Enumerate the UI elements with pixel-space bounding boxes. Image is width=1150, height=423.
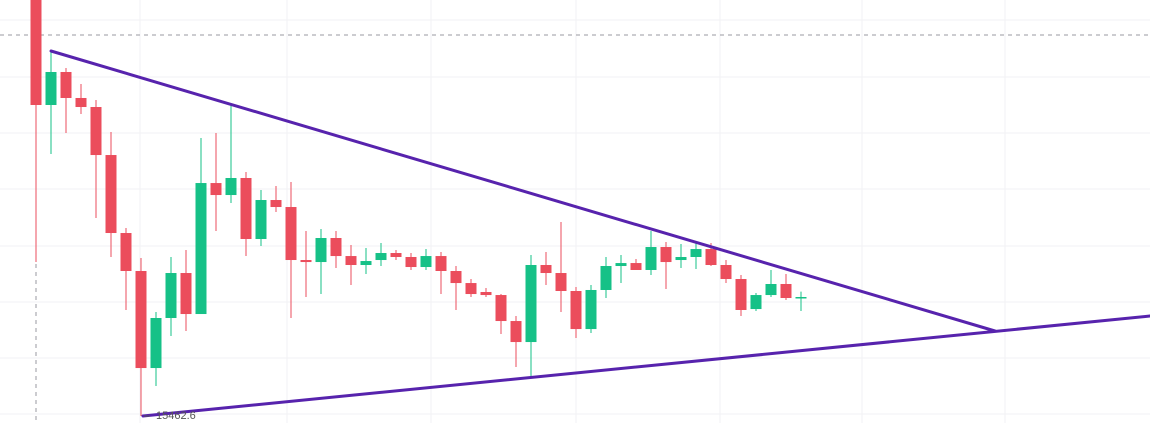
- candle-body: [150, 318, 162, 369]
- candle-body: [585, 289, 597, 330]
- candle-body: [570, 291, 582, 330]
- candle-body: [765, 283, 777, 296]
- trendline-lower: [141, 314, 1150, 418]
- candle-body: [285, 207, 297, 261]
- candle-body: [210, 183, 222, 196]
- candle-body: [345, 256, 357, 266]
- candles: [30, 0, 807, 416]
- candle-body: [90, 107, 102, 156]
- candle-body: [480, 292, 492, 296]
- candle-body: [750, 295, 762, 310]
- candle-body: [240, 177, 252, 240]
- candle-body: [720, 265, 732, 280]
- candle-body: [30, 0, 42, 105]
- candle-body: [690, 249, 702, 257]
- candle-body: [60, 71, 72, 98]
- candle-body: [135, 271, 147, 369]
- candle-body: [45, 71, 57, 105]
- candle-body: [735, 279, 747, 310]
- candle-body: [270, 200, 282, 208]
- candle-body: [540, 265, 552, 274]
- candle-body: [255, 200, 267, 240]
- candle-body: [600, 266, 612, 290]
- candle-body: [495, 295, 507, 322]
- candle-body: [330, 238, 342, 257]
- candle-body: [165, 273, 177, 319]
- candle-body: [180, 273, 192, 315]
- candle-body: [390, 253, 402, 257]
- candle-body: [795, 296, 807, 299]
- candle-body: [405, 256, 417, 268]
- candle-body: [375, 253, 387, 261]
- candle-body: [195, 183, 207, 315]
- candle-body: [75, 97, 87, 108]
- candle-body: [645, 247, 657, 270]
- trendline-upper: [49, 49, 997, 333]
- candle-body: [360, 261, 372, 266]
- candle-body: [660, 247, 672, 263]
- candle-body: [555, 273, 567, 292]
- candle-body: [315, 238, 327, 263]
- candle-body: [450, 271, 462, 284]
- candle-body: [525, 265, 537, 343]
- candle-body: [510, 321, 522, 343]
- candle-body: [615, 263, 627, 267]
- candle-body: [120, 233, 132, 272]
- candle-body: [435, 256, 447, 272]
- candle-body: [465, 283, 477, 295]
- candle-body: [225, 177, 237, 196]
- low-price-label: 15462.6: [156, 410, 196, 422]
- candle-body: [630, 263, 642, 270]
- candle-body: [105, 155, 117, 234]
- candle-body: [420, 256, 432, 268]
- candle-body: [705, 249, 717, 266]
- candle-body: [780, 283, 792, 299]
- candle-body: [300, 260, 312, 263]
- candle-body: [675, 256, 687, 261]
